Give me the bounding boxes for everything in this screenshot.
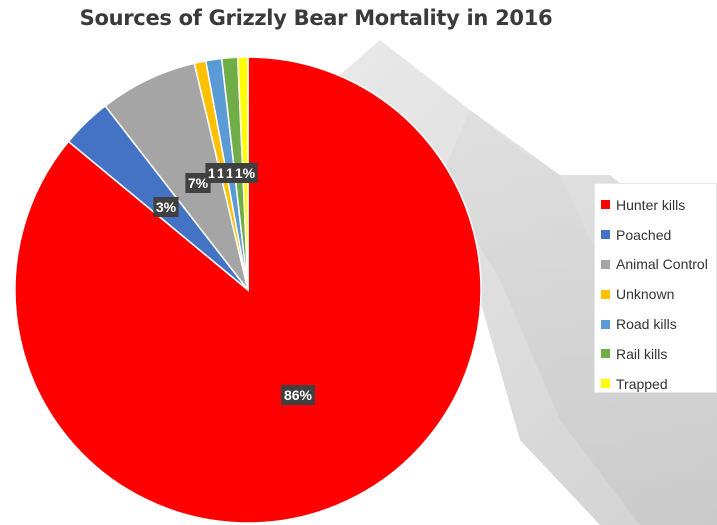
data-label-box — [232, 163, 258, 183]
legend-swatch — [601, 379, 610, 389]
legend-swatch — [601, 319, 610, 329]
legend-item-unknown: Unknown — [595, 279, 716, 309]
data-label-text: 86% — [284, 387, 313, 403]
legend-swatch — [601, 200, 610, 210]
chart-title: Sources of Grizzly Bear Mortality in 201… — [79, 6, 553, 30]
data-label-animal-control: 7% — [185, 173, 211, 193]
data-label-text: 7% — [188, 175, 209, 191]
data-label-text: 3% — [156, 199, 177, 215]
data-label-text: 1% — [235, 165, 256, 181]
legend-item-trapped: Trapped — [595, 369, 716, 399]
legend-label: Trapped — [616, 375, 668, 392]
data-label-trapped: 1% — [232, 163, 258, 183]
legend-label: Unknown — [616, 286, 675, 303]
legend: Hunter kills Poached Animal Control Unknown… — [594, 183, 717, 393]
data-label-poached: 3% — [153, 197, 179, 217]
legend-item-animal-control: Animal Control — [595, 250, 716, 280]
legend-label: Road kills — [616, 316, 677, 333]
legend-label: Poached — [616, 226, 672, 243]
legend-swatch — [601, 230, 610, 240]
pie-slices — [14, 56, 482, 524]
legend-swatch — [601, 259, 610, 269]
data-label-hunter-kills: 86% — [281, 385, 315, 405]
data-label-box — [153, 197, 179, 217]
data-label-box — [185, 173, 211, 193]
legend-label: Hunter kills — [616, 196, 686, 213]
legend-label: Animal Control — [616, 256, 708, 273]
legend-swatch — [601, 349, 610, 359]
data-label-box — [281, 385, 315, 405]
legend-item-road-kills: Road kills — [595, 309, 716, 339]
legend-item-rail-kills: Rail kills — [595, 339, 716, 369]
legend-label: Rail kills — [616, 345, 668, 362]
data-labels: 86%3%7%1%1%1%1% — [153, 163, 315, 405]
legend-item-hunter-kills: Hunter kills — [595, 190, 716, 220]
legend-item-poached: Poached — [595, 220, 716, 250]
legend-swatch — [601, 289, 610, 299]
